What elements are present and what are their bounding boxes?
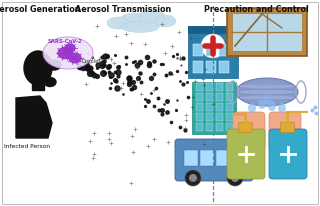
Ellipse shape <box>263 95 271 105</box>
Ellipse shape <box>24 51 52 85</box>
Circle shape <box>201 34 225 58</box>
Ellipse shape <box>268 101 276 111</box>
FancyBboxPatch shape <box>196 103 203 111</box>
FancyBboxPatch shape <box>196 93 203 101</box>
Polygon shape <box>16 96 52 138</box>
FancyBboxPatch shape <box>219 61 229 73</box>
FancyBboxPatch shape <box>216 103 223 111</box>
Ellipse shape <box>154 15 176 27</box>
FancyBboxPatch shape <box>216 150 230 166</box>
FancyBboxPatch shape <box>192 82 236 134</box>
FancyBboxPatch shape <box>226 93 233 101</box>
Ellipse shape <box>248 103 256 113</box>
FancyBboxPatch shape <box>206 61 216 73</box>
FancyBboxPatch shape <box>206 93 213 101</box>
FancyBboxPatch shape <box>226 123 233 131</box>
Circle shape <box>227 170 243 186</box>
FancyBboxPatch shape <box>193 44 203 56</box>
Ellipse shape <box>47 60 61 70</box>
FancyBboxPatch shape <box>175 139 253 181</box>
FancyBboxPatch shape <box>188 26 238 34</box>
Ellipse shape <box>139 10 165 24</box>
FancyBboxPatch shape <box>227 8 307 56</box>
Ellipse shape <box>121 21 159 33</box>
FancyBboxPatch shape <box>196 113 203 121</box>
FancyBboxPatch shape <box>206 44 216 56</box>
Text: Aerosol Transmission: Aerosol Transmission <box>75 5 171 14</box>
Circle shape <box>231 174 239 182</box>
Circle shape <box>189 174 197 182</box>
FancyBboxPatch shape <box>32 78 44 90</box>
Ellipse shape <box>239 83 294 89</box>
Ellipse shape <box>119 13 151 29</box>
FancyBboxPatch shape <box>216 93 223 101</box>
Ellipse shape <box>236 78 298 106</box>
FancyBboxPatch shape <box>206 103 213 111</box>
Ellipse shape <box>278 103 286 113</box>
Text: SARS-CoV-2: SARS-CoV-2 <box>48 39 83 44</box>
FancyBboxPatch shape <box>196 123 203 131</box>
Text: Infected Person: Infected Person <box>4 144 50 149</box>
FancyBboxPatch shape <box>193 61 203 73</box>
FancyBboxPatch shape <box>227 129 265 179</box>
FancyBboxPatch shape <box>232 13 302 51</box>
FancyBboxPatch shape <box>206 83 213 91</box>
FancyBboxPatch shape <box>216 123 223 131</box>
FancyBboxPatch shape <box>269 112 301 150</box>
Ellipse shape <box>44 77 56 87</box>
FancyBboxPatch shape <box>226 83 233 91</box>
Ellipse shape <box>69 53 81 63</box>
FancyBboxPatch shape <box>206 123 213 131</box>
FancyBboxPatch shape <box>232 150 246 166</box>
Text: Aerosol Generation: Aerosol Generation <box>0 5 81 14</box>
Ellipse shape <box>43 37 93 69</box>
FancyBboxPatch shape <box>216 83 223 91</box>
FancyBboxPatch shape <box>216 113 223 121</box>
Text: Precaution and Control: Precaution and Control <box>204 5 308 14</box>
Ellipse shape <box>58 47 72 59</box>
Ellipse shape <box>239 89 294 95</box>
FancyBboxPatch shape <box>188 26 238 78</box>
FancyBboxPatch shape <box>226 113 233 121</box>
FancyBboxPatch shape <box>236 150 246 166</box>
Ellipse shape <box>107 17 129 29</box>
FancyBboxPatch shape <box>280 122 294 132</box>
FancyBboxPatch shape <box>184 150 198 166</box>
FancyBboxPatch shape <box>238 122 252 132</box>
Ellipse shape <box>239 96 294 101</box>
FancyBboxPatch shape <box>219 44 229 56</box>
FancyBboxPatch shape <box>196 83 203 91</box>
Ellipse shape <box>65 44 75 52</box>
Text: Droplet: Droplet <box>82 59 101 64</box>
Ellipse shape <box>258 99 266 109</box>
FancyBboxPatch shape <box>269 129 307 179</box>
FancyBboxPatch shape <box>233 112 265 150</box>
Circle shape <box>185 170 201 186</box>
FancyBboxPatch shape <box>200 150 214 166</box>
FancyBboxPatch shape <box>226 103 233 111</box>
FancyBboxPatch shape <box>206 113 213 121</box>
